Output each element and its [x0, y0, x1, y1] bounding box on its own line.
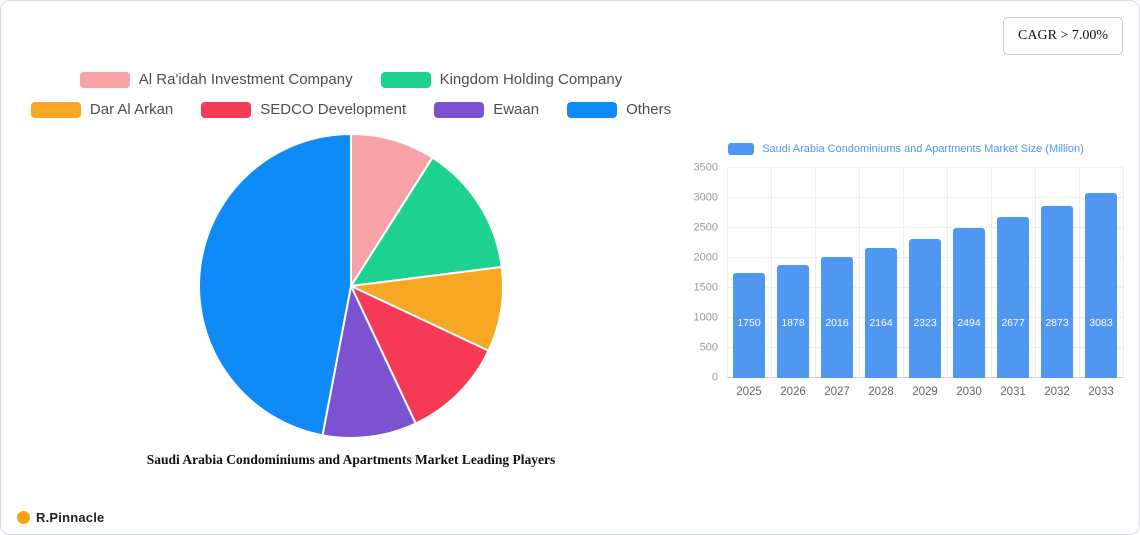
- legend-label: SEDCO Development: [260, 101, 407, 118]
- pie-legend-item-al-ra-idah-investment-company[interactable]: Al Ra'idah Investment Company: [79, 71, 353, 88]
- x-axis-label-2031: 2031: [1000, 386, 1026, 398]
- pie-legend-row-2: Dar Al Arkan SEDCO Development Ewaan Others: [26, 101, 676, 118]
- pie-legend-item-dar-al-arkan[interactable]: Dar Al Arkan: [30, 101, 174, 118]
- pie-legend-item-kingdom-holding-company[interactable]: Kingdom Holding Company: [380, 71, 623, 88]
- bar-2031[interactable]: 2677: [997, 217, 1029, 378]
- bar-chart: 0 500 1000 1500 2000 2500 3000 3500 1750 1878 201…: [683, 162, 1129, 383]
- legend-label: Others: [626, 101, 672, 118]
- pie-chart-section: Al Ra'idah Investment Company Kingdom Hol…: [26, 71, 676, 468]
- y-tick-label: 2500: [693, 221, 718, 234]
- bar-value-label: 1750: [737, 316, 761, 329]
- x-axis-label-2028: 2028: [868, 386, 894, 398]
- bar-2029[interactable]: 2323: [909, 238, 941, 378]
- bar-chart-section: Saudi Arabia Condominiums and Apartments…: [683, 143, 1129, 398]
- bar-value-label: 2164: [869, 316, 893, 329]
- x-axis-label-2025: 2025: [736, 386, 762, 398]
- gridline-vertical: [727, 168, 728, 378]
- legend-swatch: [79, 71, 130, 88]
- pie-slice-dar-al-arkan[interactable]: [347, 265, 504, 353]
- pie-slice-sedco-development[interactable]: [348, 283, 490, 425]
- bar-2028[interactable]: 2164: [865, 248, 897, 378]
- pie-legend: Al Ra'idah Investment Company Kingdom Hol…: [26, 71, 676, 118]
- y-tick-label: 1000: [693, 311, 718, 324]
- gridline-vertical: [1079, 168, 1080, 378]
- pie-slice-others[interactable]: [198, 132, 352, 437]
- y-tick-label: 500: [699, 341, 718, 354]
- bar-legend-swatch: [728, 143, 755, 155]
- pie-chart-wrap: [26, 126, 676, 446]
- bar-2030[interactable]: 2494: [953, 228, 985, 378]
- gridline-vertical: [815, 168, 816, 378]
- pie-legend-item-ewaan[interactable]: Ewaan: [434, 101, 539, 118]
- legend-label: Al Ra'idah Investment Company: [138, 71, 353, 88]
- pie-chart-title: Saudi Arabia Condominiums and Apartments…: [146, 452, 556, 467]
- pie-slice-al-ra-idah-investment-company[interactable]: [350, 132, 434, 290]
- cagr-badge: CAGR > 7.00%: [1003, 17, 1123, 55]
- x-axis-label-2026: 2026: [780, 386, 806, 398]
- bar-2027[interactable]: 2016: [821, 257, 853, 378]
- legend-swatch: [30, 101, 81, 118]
- gridline-vertical: [991, 168, 992, 378]
- pie-legend-item-others[interactable]: Others: [567, 101, 671, 118]
- y-tick-label: 3500: [693, 161, 718, 174]
- x-axis-label-2032: 2032: [1044, 386, 1070, 398]
- legend-swatch: [567, 101, 618, 118]
- gridline-horizontal: [727, 227, 1123, 228]
- bar-2032[interactable]: 2873: [1041, 205, 1073, 378]
- y-tick-label: 3000: [693, 191, 718, 204]
- bar-2026[interactable]: 1878: [777, 265, 809, 378]
- y-tick-label: 0: [711, 371, 718, 384]
- bar-value-label: 3083: [1089, 316, 1113, 329]
- gridline-vertical: [859, 168, 860, 378]
- bar-legend-label: Saudi Arabia Condominiums and Apartments…: [762, 143, 1084, 155]
- gridline-vertical: [947, 168, 948, 378]
- bar-plot-area: 1750 1878 2016 2164 2323 2494 2677 2873 3083: [727, 167, 1124, 378]
- pie-slice-ewaan[interactable]: [321, 282, 418, 440]
- x-axis-label-2033: 2033: [1088, 386, 1114, 398]
- bar-value-label: 2323: [913, 316, 937, 329]
- legend-swatch: [434, 101, 485, 118]
- bar-value-label: 2016: [825, 316, 849, 329]
- bar-value-label: 2873: [1045, 316, 1069, 329]
- gridline-horizontal: [727, 167, 1123, 168]
- pie-chart: [198, 132, 504, 440]
- bar-legend[interactable]: Saudi Arabia Condominiums and Apartments…: [683, 143, 1129, 155]
- pie-legend-row-1: Al Ra'idah Investment Company Kingdom Hol…: [26, 71, 676, 88]
- pie-slice-kingdom-holding-company[interactable]: [349, 156, 503, 288]
- bar-value-label: 1878: [781, 316, 805, 329]
- bar-value-label: 2494: [957, 316, 981, 329]
- bar-2033[interactable]: 3083: [1085, 193, 1117, 378]
- gridline-vertical: [1123, 168, 1124, 378]
- y-tick-label: 2000: [693, 251, 718, 264]
- brand-logo-icon: [17, 511, 30, 524]
- pie-legend-item-sedco-development[interactable]: SEDCO Development: [201, 101, 406, 118]
- bar-2025[interactable]: 1750: [733, 273, 765, 378]
- legend-label: Kingdom Holding Company: [439, 71, 623, 88]
- gridline-vertical: [1035, 168, 1036, 378]
- legend-label: Dar Al Arkan: [89, 101, 174, 118]
- brand: R.Pinnacle: [17, 510, 104, 525]
- x-axis-label-2030: 2030: [956, 386, 982, 398]
- gridline-horizontal: [727, 197, 1123, 198]
- gridline-vertical: [771, 168, 772, 378]
- x-axis-label-2027: 2027: [824, 386, 850, 398]
- gridline-vertical: [903, 168, 904, 378]
- y-tick-label: 1500: [693, 281, 718, 294]
- brand-name: R.Pinnacle: [36, 510, 105, 525]
- legend-swatch: [380, 71, 431, 88]
- x-axis-label-2029: 2029: [912, 386, 938, 398]
- x-axis: 2025 2026 2027 2028 2029 2030 2031 2032 2033: [727, 378, 1129, 398]
- bar-value-label: 2677: [1001, 316, 1025, 329]
- legend-label: Ewaan: [493, 101, 540, 118]
- y-axis: 0 500 1000 1500 2000 2500 3000 3500: [683, 162, 727, 383]
- legend-swatch: [201, 101, 252, 118]
